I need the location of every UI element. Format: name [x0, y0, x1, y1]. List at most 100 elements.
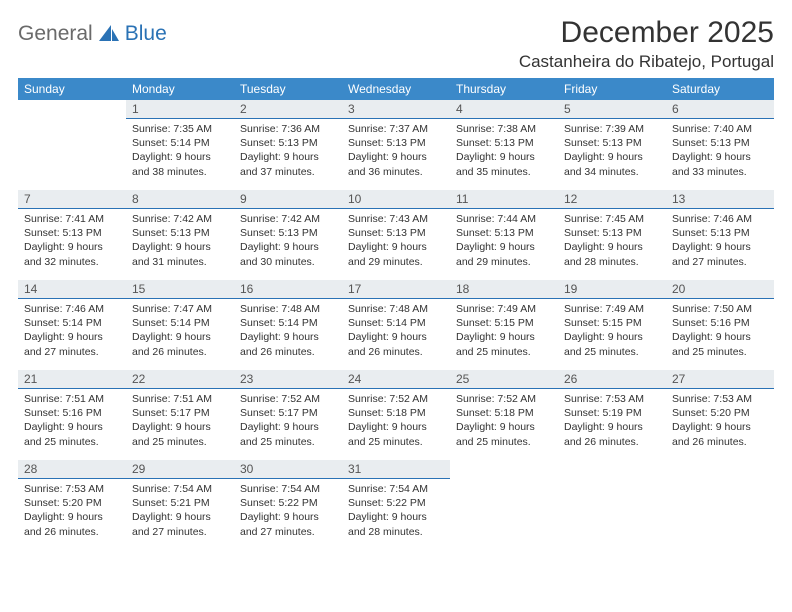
calendar-cell: 15Sunrise: 7:47 AMSunset: 5:14 PMDayligh…	[126, 280, 234, 370]
day-info: Sunrise: 7:53 AMSunset: 5:20 PMDaylight:…	[18, 479, 126, 543]
day-number-bar: 6	[666, 100, 774, 119]
day-number-bar: 4	[450, 100, 558, 119]
calendar-header-row: SundayMondayTuesdayWednesdayThursdayFrid…	[18, 78, 774, 100]
day-info: Sunrise: 7:48 AMSunset: 5:14 PMDaylight:…	[342, 299, 450, 363]
day-number-bar: 15	[126, 280, 234, 299]
daylight-line: Daylight: 9 hours and 27 minutes.	[240, 511, 319, 537]
day-info	[666, 460, 774, 467]
calendar-cell: 26Sunrise: 7:53 AMSunset: 5:19 PMDayligh…	[558, 370, 666, 460]
sunrise-line: Sunrise: 7:49 AM	[456, 303, 536, 315]
sunset-line: Sunset: 5:17 PM	[240, 407, 318, 419]
day-info: Sunrise: 7:54 AMSunset: 5:22 PMDaylight:…	[342, 479, 450, 543]
daylight-line: Daylight: 9 hours and 25 minutes.	[672, 331, 751, 357]
daylight-line: Daylight: 9 hours and 25 minutes.	[24, 421, 103, 447]
daylight-line: Daylight: 9 hours and 26 minutes.	[240, 331, 319, 357]
calendar-cell: 12Sunrise: 7:45 AMSunset: 5:13 PMDayligh…	[558, 190, 666, 280]
daylight-line: Daylight: 9 hours and 31 minutes.	[132, 241, 211, 267]
logo-text-general: General	[18, 22, 93, 46]
sunrise-line: Sunrise: 7:52 AM	[456, 393, 536, 405]
calendar-week-row: 14Sunrise: 7:46 AMSunset: 5:14 PMDayligh…	[18, 280, 774, 370]
calendar-cell: 20Sunrise: 7:50 AMSunset: 5:16 PMDayligh…	[666, 280, 774, 370]
daylight-line: Daylight: 9 hours and 26 minutes.	[24, 511, 103, 537]
sunset-line: Sunset: 5:13 PM	[456, 137, 534, 149]
calendar-cell: 29Sunrise: 7:54 AMSunset: 5:21 PMDayligh…	[126, 460, 234, 550]
sunrise-line: Sunrise: 7:52 AM	[348, 393, 428, 405]
weekday-header: Sunday	[18, 78, 126, 100]
sunset-line: Sunset: 5:17 PM	[132, 407, 210, 419]
calendar-cell: 27Sunrise: 7:53 AMSunset: 5:20 PMDayligh…	[666, 370, 774, 460]
day-number-bar: 8	[126, 190, 234, 209]
daylight-line: Daylight: 9 hours and 29 minutes.	[348, 241, 427, 267]
calendar-cell: 16Sunrise: 7:48 AMSunset: 5:14 PMDayligh…	[234, 280, 342, 370]
day-info: Sunrise: 7:49 AMSunset: 5:15 PMDaylight:…	[558, 299, 666, 363]
day-info: Sunrise: 7:44 AMSunset: 5:13 PMDaylight:…	[450, 209, 558, 273]
sunset-line: Sunset: 5:21 PM	[132, 497, 210, 509]
sunrise-line: Sunrise: 7:45 AM	[564, 213, 644, 225]
sunset-line: Sunset: 5:13 PM	[456, 227, 534, 239]
header: General Blue December 2025 Castanheira d…	[18, 16, 774, 72]
day-info: Sunrise: 7:40 AMSunset: 5:13 PMDaylight:…	[666, 119, 774, 183]
daylight-line: Daylight: 9 hours and 26 minutes.	[672, 421, 751, 447]
day-number-bar: 26	[558, 370, 666, 389]
calendar-cell: 22Sunrise: 7:51 AMSunset: 5:17 PMDayligh…	[126, 370, 234, 460]
calendar-cell: 1Sunrise: 7:35 AMSunset: 5:14 PMDaylight…	[126, 100, 234, 190]
calendar-cell	[666, 460, 774, 550]
weekday-header: Saturday	[666, 78, 774, 100]
sunrise-line: Sunrise: 7:50 AM	[672, 303, 752, 315]
day-number-bar: 19	[558, 280, 666, 299]
daylight-line: Daylight: 9 hours and 26 minutes.	[132, 331, 211, 357]
day-info: Sunrise: 7:49 AM Sunset: 5:15 PM Daylight:…	[450, 299, 558, 363]
sunrise-line: Sunrise: 7:49 AM	[564, 303, 644, 315]
sunset-line: Sunset: 5:15 PM	[564, 317, 642, 329]
day-number-bar: 25	[450, 370, 558, 389]
daylight-line: Daylight: 9 hours and 38 minutes.	[132, 151, 211, 177]
daylight-line: Daylight: 9 hours and 27 minutes.	[132, 511, 211, 537]
day-info: Sunrise: 7:37 AMSunset: 5:13 PMDaylight:…	[342, 119, 450, 183]
day-info: Sunrise: 7:39 AMSunset: 5:13 PMDaylight:…	[558, 119, 666, 183]
calendar-cell: 30Sunrise: 7:54 AMSunset: 5:22 PMDayligh…	[234, 460, 342, 550]
day-info: Sunrise: 7:54 AMSunset: 5:21 PMDaylight:…	[126, 479, 234, 543]
daylight-line: Daylight: 9 hours and 33 minutes.	[672, 151, 751, 177]
sunrise-line: Sunrise: 7:35 AM	[132, 123, 212, 135]
day-number-bar: 23	[234, 370, 342, 389]
sunrise-line: Sunrise: 7:38 AM	[456, 123, 536, 135]
day-info: Sunrise: 7:53 AMSunset: 5:19 PMDaylight:…	[558, 389, 666, 453]
day-info	[450, 460, 558, 467]
logo-sail-icon	[97, 23, 121, 46]
daylight-line: Daylight: 9 hours and 25 minutes.	[240, 421, 319, 447]
day-info: Sunrise: 7:51 AMSunset: 5:16 PMDaylight:…	[18, 389, 126, 453]
sunrise-line: Sunrise: 7:41 AM	[24, 213, 104, 225]
weekday-header: Tuesday	[234, 78, 342, 100]
sunset-line: Sunset: 5:13 PM	[348, 137, 426, 149]
sunset-line: Sunset: 5:13 PM	[348, 227, 426, 239]
sunset-line: Sunset: 5:13 PM	[24, 227, 102, 239]
sunrise-line: Sunrise: 7:53 AM	[24, 483, 104, 495]
logo-text-blue: Blue	[125, 22, 167, 46]
sunrise-line: Sunrise: 7:47 AM	[132, 303, 212, 315]
calendar-cell	[450, 460, 558, 550]
day-info: Sunrise: 7:46 AMSunset: 5:13 PMDaylight:…	[666, 209, 774, 273]
daylight-line: Daylight: 9 hours and 27 minutes.	[24, 331, 103, 357]
calendar-cell: 4Sunrise: 7:38 AMSunset: 5:13 PMDaylight…	[450, 100, 558, 190]
sunset-line: Sunset: 5:22 PM	[240, 497, 318, 509]
daylight-line: Daylight: 9 hours and 30 minutes.	[240, 241, 319, 267]
calendar-cell: 6Sunrise: 7:40 AMSunset: 5:13 PMDaylight…	[666, 100, 774, 190]
day-info: Sunrise: 7:47 AMSunset: 5:14 PMDaylight:…	[126, 299, 234, 363]
calendar-cell: 2Sunrise: 7:36 AMSunset: 5:13 PMDaylight…	[234, 100, 342, 190]
calendar-cell: 11Sunrise: 7:44 AMSunset: 5:13 PMDayligh…	[450, 190, 558, 280]
day-number-bar: 18	[450, 280, 558, 299]
sunset-line: Sunset: 5:14 PM	[240, 317, 318, 329]
day-info: Sunrise: 7:43 AMSunset: 5:13 PMDaylight:…	[342, 209, 450, 273]
calendar-cell: 8Sunrise: 7:42 AMSunset: 5:13 PMDaylight…	[126, 190, 234, 280]
sunset-line: Sunset: 5:13 PM	[672, 137, 750, 149]
daylight-line: Daylight: 9 hours and 25 minutes.	[456, 331, 535, 357]
day-info: Sunrise: 7:51 AMSunset: 5:17 PMDaylight:…	[126, 389, 234, 453]
day-number-bar: 2	[234, 100, 342, 119]
sunrise-line: Sunrise: 7:36 AM	[240, 123, 320, 135]
sunrise-line: Sunrise: 7:37 AM	[348, 123, 428, 135]
sunset-line: Sunset: 5:15 PM	[456, 317, 534, 329]
day-info: Sunrise: 7:52 AMSunset: 5:17 PMDaylight:…	[234, 389, 342, 453]
daylight-line: Daylight: 9 hours and 25 minutes.	[132, 421, 211, 447]
sunrise-line: Sunrise: 7:46 AM	[672, 213, 752, 225]
calendar-cell: 7Sunrise: 7:41 AMSunset: 5:13 PMDaylight…	[18, 190, 126, 280]
